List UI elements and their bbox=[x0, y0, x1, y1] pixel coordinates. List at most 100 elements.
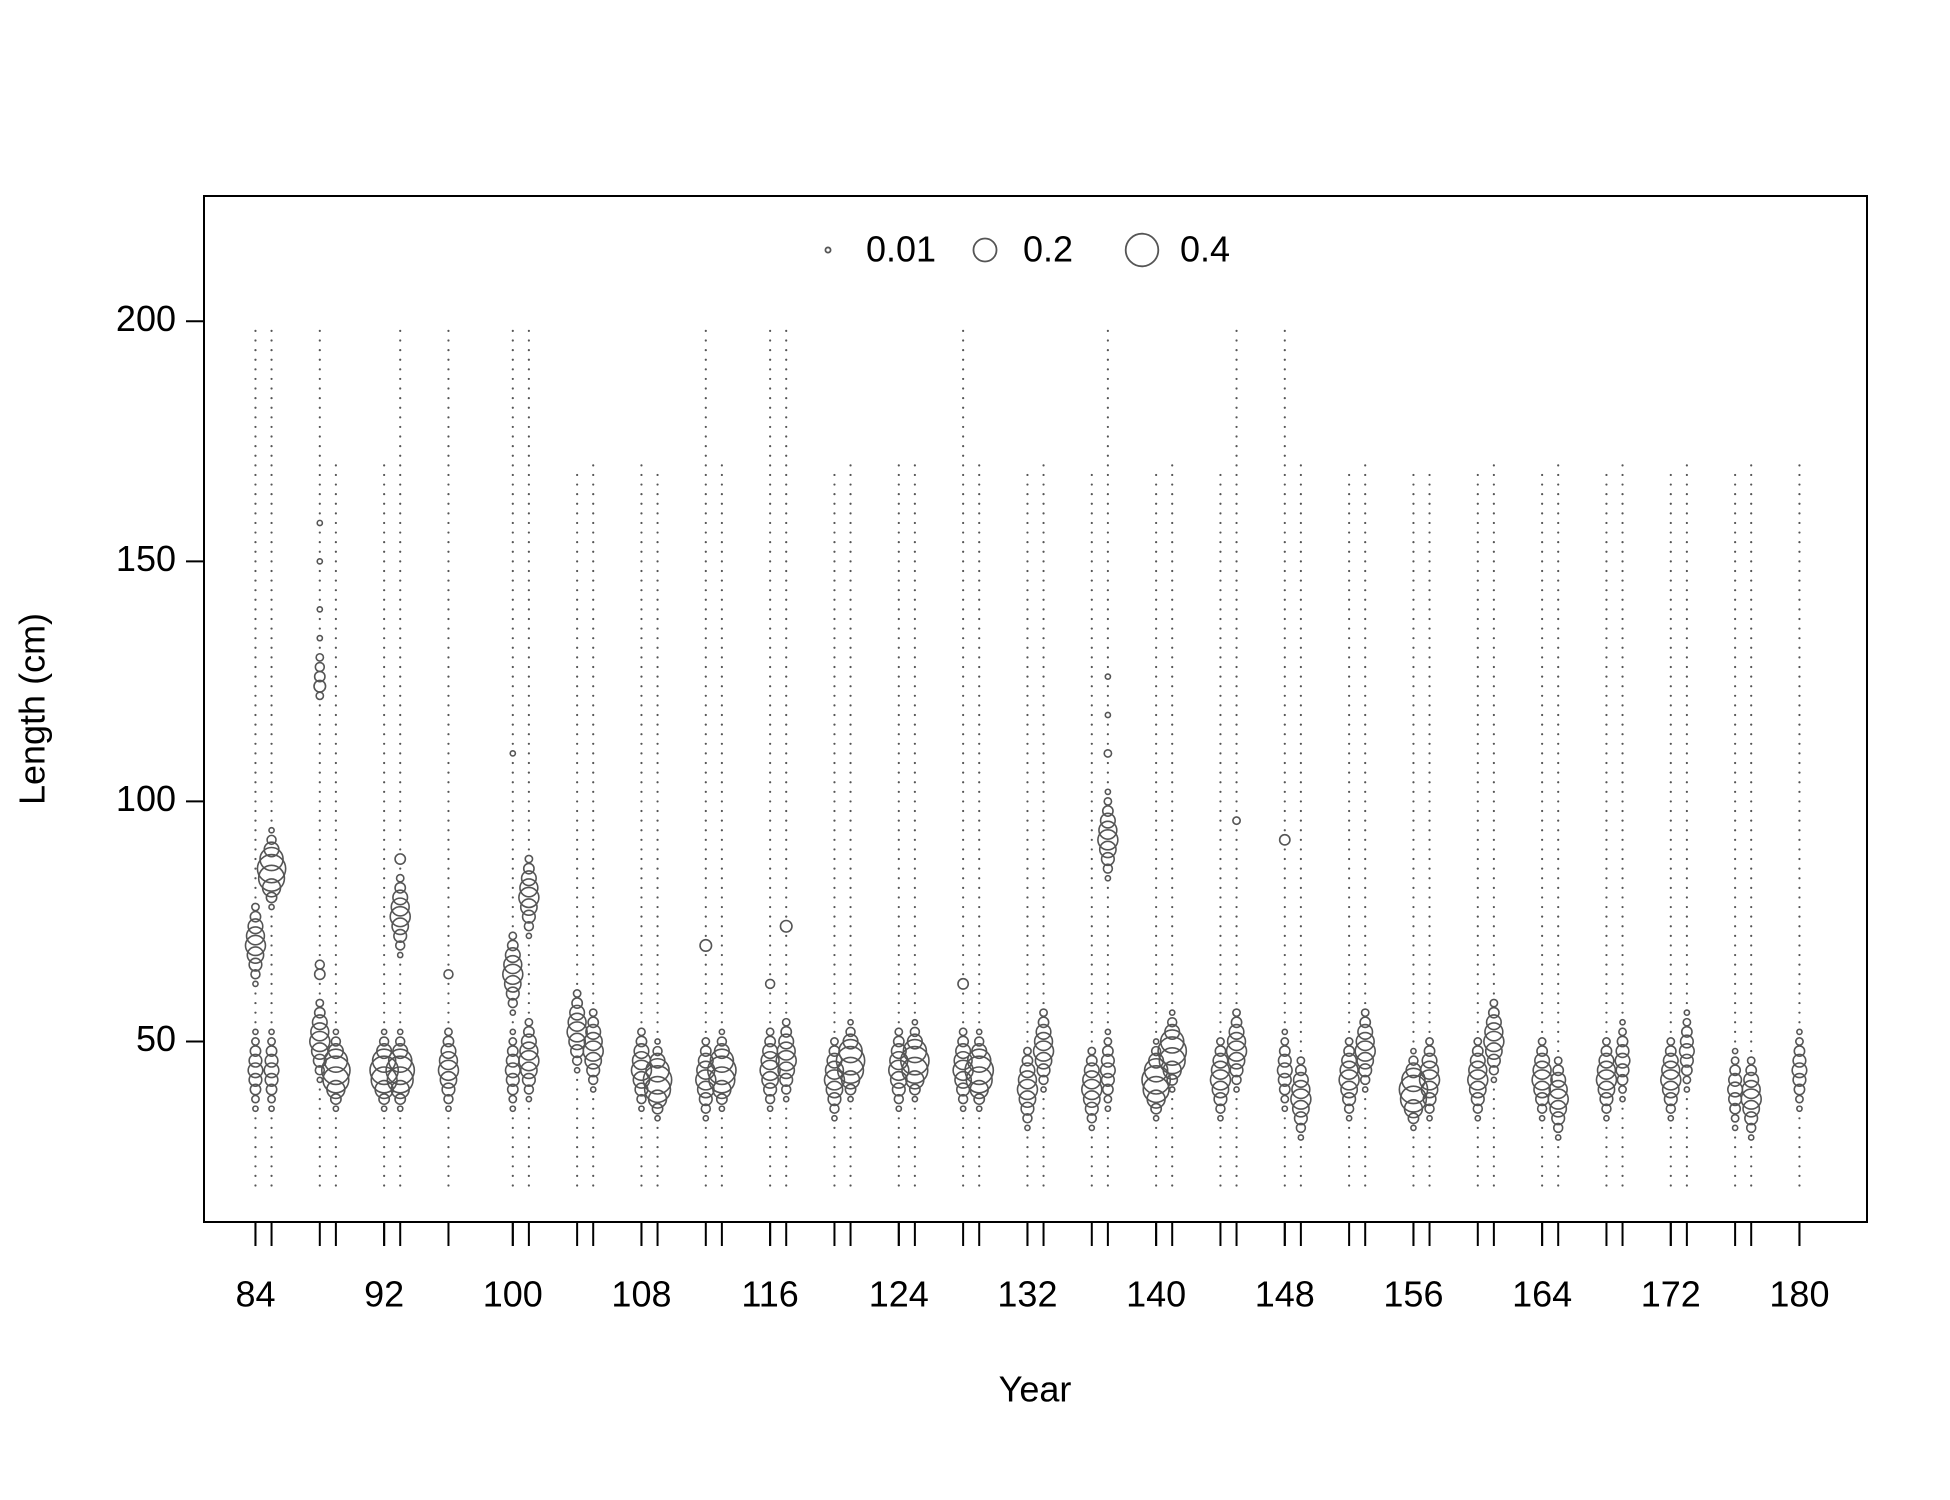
bubble bbox=[1423, 1045, 1436, 1058]
bubble bbox=[1685, 992, 1688, 995]
bubble bbox=[1283, 973, 1286, 976]
bubble bbox=[640, 809, 643, 813]
bubble bbox=[508, 1037, 518, 1046]
bubble bbox=[334, 848, 337, 851]
bubble bbox=[1219, 569, 1222, 573]
bubble bbox=[656, 1155, 659, 1158]
bubble bbox=[1669, 483, 1672, 486]
bubble bbox=[252, 1105, 259, 1113]
bubble bbox=[1552, 1064, 1565, 1077]
bubble bbox=[640, 781, 643, 784]
bubble bbox=[1364, 790, 1367, 793]
bubble bbox=[1734, 617, 1737, 621]
bubble bbox=[334, 781, 337, 784]
bubble bbox=[897, 685, 900, 688]
bubble bbox=[849, 1126, 852, 1129]
bubble bbox=[966, 1048, 992, 1074]
bubble bbox=[1541, 1030, 1544, 1033]
bubble bbox=[576, 1136, 579, 1139]
bubble bbox=[1042, 781, 1045, 784]
bubble bbox=[1473, 1037, 1483, 1046]
bubble bbox=[704, 896, 707, 899]
bubble bbox=[270, 464, 273, 467]
bubble bbox=[978, 992, 981, 995]
bubble bbox=[511, 368, 514, 371]
bubble bbox=[1428, 790, 1431, 793]
bubble bbox=[437, 1059, 460, 1082]
bubble bbox=[511, 493, 514, 496]
bubble bbox=[1106, 694, 1109, 697]
bubble bbox=[592, 502, 595, 505]
bubble bbox=[897, 867, 900, 870]
bubble bbox=[447, 1184, 450, 1187]
bubble bbox=[1476, 617, 1479, 621]
bubble bbox=[576, 963, 579, 966]
bubble bbox=[1793, 1083, 1806, 1096]
bubble bbox=[1798, 953, 1801, 957]
bubble bbox=[254, 1117, 257, 1120]
bubble bbox=[1596, 1060, 1617, 1081]
bubble bbox=[1541, 1174, 1544, 1178]
bubble bbox=[447, 627, 450, 630]
bubble bbox=[1155, 963, 1158, 966]
bubble bbox=[399, 646, 402, 649]
bubble bbox=[1621, 857, 1624, 861]
bubble bbox=[763, 1082, 778, 1097]
bubble bbox=[1598, 1052, 1615, 1069]
bubble bbox=[1342, 1091, 1357, 1107]
bubble bbox=[332, 1105, 340, 1113]
bubble bbox=[1299, 713, 1302, 717]
bubble bbox=[1669, 886, 1672, 889]
bubble bbox=[1541, 1126, 1544, 1129]
bubble bbox=[270, 541, 273, 544]
bubble bbox=[1476, 627, 1479, 630]
bubble bbox=[978, 521, 981, 525]
bubble bbox=[701, 1037, 711, 1046]
bubble bbox=[1283, 896, 1286, 899]
bubble bbox=[1155, 665, 1158, 669]
bubble bbox=[1348, 579, 1351, 582]
bubble bbox=[576, 589, 579, 592]
bubble bbox=[1090, 617, 1093, 621]
bubble bbox=[1299, 829, 1302, 832]
bubble bbox=[720, 886, 723, 889]
bubble bbox=[318, 713, 321, 717]
bubble bbox=[1605, 819, 1608, 822]
bubble bbox=[576, 1184, 579, 1187]
bubble bbox=[785, 521, 788, 525]
bubble bbox=[270, 521, 273, 525]
bubble bbox=[1734, 694, 1737, 697]
bubble bbox=[447, 742, 450, 745]
bubble bbox=[1106, 656, 1109, 659]
bubble bbox=[897, 925, 900, 928]
bubble bbox=[1669, 877, 1672, 880]
bubble bbox=[1235, 944, 1238, 947]
bubble bbox=[270, 435, 273, 438]
bubble bbox=[592, 512, 595, 515]
bubble bbox=[1428, 953, 1431, 957]
bubble bbox=[1412, 1011, 1415, 1014]
bubble bbox=[1106, 1011, 1109, 1014]
bubble bbox=[334, 627, 337, 630]
bubble bbox=[1412, 829, 1415, 832]
bubble bbox=[720, 464, 723, 467]
bubble bbox=[1171, 1174, 1174, 1178]
bubble bbox=[1795, 1094, 1804, 1104]
bubble bbox=[1090, 819, 1093, 822]
bubble bbox=[1798, 1117, 1801, 1120]
bubble bbox=[833, 963, 836, 966]
bubble bbox=[1299, 1184, 1302, 1187]
bubble bbox=[1235, 493, 1238, 496]
bubble bbox=[1042, 953, 1045, 957]
bubble bbox=[656, 1165, 659, 1168]
bubble bbox=[1106, 761, 1109, 765]
bubble bbox=[769, 771, 772, 774]
bubble bbox=[1026, 493, 1029, 496]
bubble bbox=[1605, 560, 1608, 563]
bubble bbox=[399, 848, 402, 851]
bubble bbox=[592, 973, 595, 976]
bubble bbox=[1171, 713, 1174, 717]
bubble bbox=[699, 1045, 712, 1058]
bubble bbox=[1492, 521, 1495, 525]
bubble bbox=[592, 685, 595, 688]
